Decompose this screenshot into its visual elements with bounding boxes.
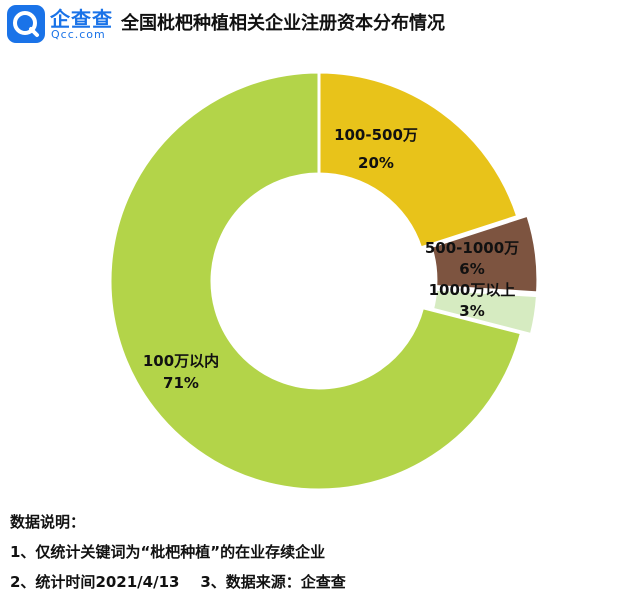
slice-value-2: 6%	[459, 260, 484, 278]
slice-label-4: 100万以内	[143, 352, 219, 370]
slice-label-2: 500-1000万	[425, 239, 519, 257]
slice-2	[428, 213, 540, 295]
slice-value-3: 3%	[459, 302, 484, 320]
slice-1	[317, 70, 520, 250]
brand-name: 企查查	[50, 7, 113, 31]
slice-value-4: 71%	[163, 374, 199, 392]
slice-value-1: 20%	[358, 154, 394, 172]
notes-heading: 数据说明：	[10, 513, 86, 531]
slice-label-1: 100-500万	[334, 126, 418, 144]
notes-line-2: 2、统计时间2021/4/13 3、数据来源：企查查	[10, 573, 346, 591]
brand-domain: Qcc.com	[51, 28, 106, 41]
chart-title: 全国枇杷种植相关企业注册资本分布情况	[121, 13, 445, 34]
data-notes: 数据说明： 1、仅统计关键词为“枇杷种植”的在业存续企业 2、统计时间2021/…	[10, 512, 630, 602]
header: 企查查 Qcc.com 全国枇杷种植相关企业注册资本分布情况	[0, 0, 640, 48]
donut-chart: 100-500万 20% 500-1000万 6% 1000万以上 3% 100万以内 71%	[108, 70, 540, 492]
notes-line-1: 1、仅统计关键词为“枇杷种植”的在业存续企业	[10, 543, 326, 561]
slice-label-3: 1000万以上	[429, 281, 516, 299]
qcc-logo-icon	[7, 5, 45, 43]
slice-4	[108, 70, 524, 492]
